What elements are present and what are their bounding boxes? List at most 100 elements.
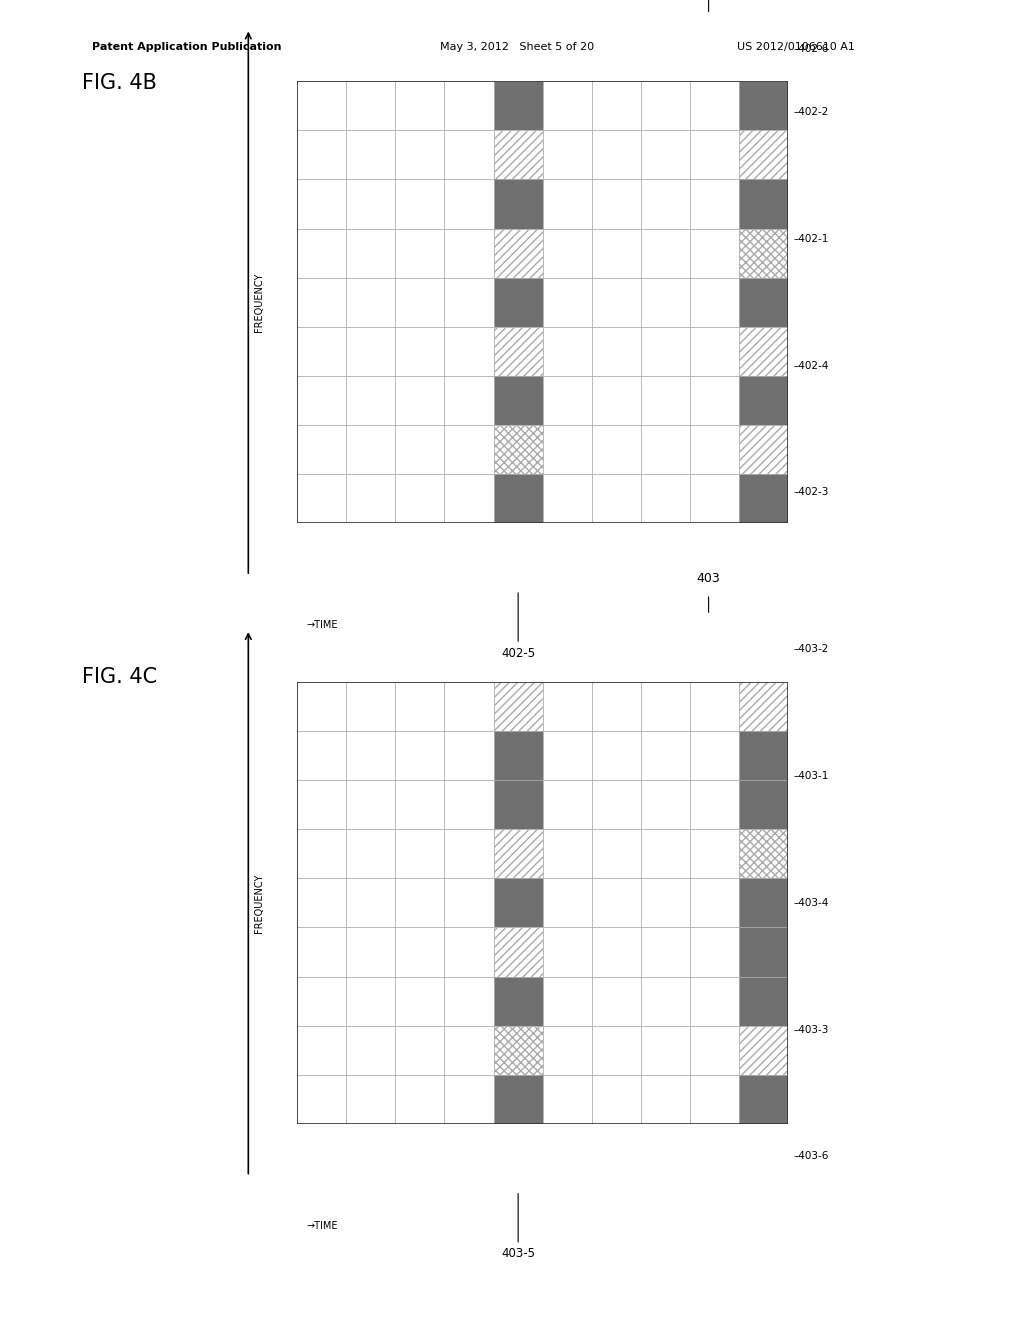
Bar — [592, 228, 641, 277]
Bar — [641, 180, 690, 228]
Bar — [346, 731, 395, 780]
Text: 403-5: 403-5 — [501, 1247, 536, 1261]
Bar — [739, 474, 788, 524]
Bar — [444, 474, 494, 524]
Text: –402-1: –402-1 — [794, 234, 829, 244]
Bar — [641, 228, 690, 277]
Bar — [543, 376, 592, 425]
Bar — [543, 928, 592, 977]
Bar — [444, 731, 494, 780]
Bar — [297, 1026, 346, 1074]
Bar — [395, 731, 444, 780]
Bar — [494, 878, 543, 928]
Bar — [494, 829, 543, 878]
Bar — [592, 977, 641, 1026]
Bar — [543, 277, 592, 327]
Bar — [641, 474, 690, 524]
Text: FREQUENCY: FREQUENCY — [254, 874, 264, 932]
Bar — [297, 780, 346, 829]
Bar — [739, 928, 788, 977]
Bar — [346, 425, 395, 474]
Bar — [543, 474, 592, 524]
Bar — [543, 228, 592, 277]
Text: FIG. 4B: FIG. 4B — [82, 73, 157, 92]
Bar — [297, 376, 346, 425]
Bar — [739, 425, 788, 474]
Bar — [395, 681, 444, 731]
Bar — [346, 327, 395, 376]
Bar — [739, 878, 788, 928]
Bar — [395, 780, 444, 829]
Bar — [444, 376, 494, 425]
Bar — [395, 1026, 444, 1074]
Bar — [592, 327, 641, 376]
Bar — [690, 425, 739, 474]
Bar — [297, 277, 346, 327]
Bar — [395, 327, 444, 376]
Bar — [346, 780, 395, 829]
Bar — [641, 878, 690, 928]
Bar — [494, 681, 543, 731]
Bar — [690, 829, 739, 878]
Bar — [592, 81, 641, 131]
Bar — [444, 928, 494, 977]
Text: –403-6: –403-6 — [794, 1151, 829, 1162]
Bar — [690, 81, 739, 131]
Bar — [690, 731, 739, 780]
Bar — [641, 928, 690, 977]
Bar — [592, 1074, 641, 1125]
Bar — [444, 1026, 494, 1074]
Bar — [543, 81, 592, 131]
Text: –402-6: –402-6 — [794, 44, 829, 54]
Text: –402-2: –402-2 — [794, 107, 829, 117]
Bar — [494, 425, 543, 474]
Bar — [592, 780, 641, 829]
Bar — [690, 277, 739, 327]
Bar — [739, 228, 788, 277]
Bar — [641, 277, 690, 327]
Text: FIG. 4C: FIG. 4C — [82, 667, 157, 686]
Bar — [641, 376, 690, 425]
Bar — [690, 376, 739, 425]
Bar — [543, 731, 592, 780]
Bar — [641, 81, 690, 131]
Text: US 2012/0106610 A1: US 2012/0106610 A1 — [737, 42, 855, 53]
Bar — [346, 228, 395, 277]
Bar — [641, 425, 690, 474]
Bar — [592, 1026, 641, 1074]
Bar — [297, 131, 346, 180]
Bar — [690, 474, 739, 524]
Bar — [690, 928, 739, 977]
Bar — [739, 1026, 788, 1074]
Bar — [543, 131, 592, 180]
Bar — [494, 780, 543, 829]
Bar — [297, 681, 346, 731]
Bar — [641, 1026, 690, 1074]
Bar — [297, 928, 346, 977]
Bar — [494, 1074, 543, 1125]
Bar — [494, 327, 543, 376]
Text: –402-4: –402-4 — [794, 360, 829, 371]
Bar — [297, 327, 346, 376]
Bar — [494, 376, 543, 425]
Bar — [641, 681, 690, 731]
Bar — [494, 731, 543, 780]
Bar — [592, 681, 641, 731]
Bar — [739, 681, 788, 731]
Bar — [739, 780, 788, 829]
Bar — [690, 1026, 739, 1074]
Bar — [395, 376, 444, 425]
Bar — [444, 1074, 494, 1125]
Bar — [641, 327, 690, 376]
Bar — [739, 977, 788, 1026]
Bar — [444, 878, 494, 928]
Bar — [592, 180, 641, 228]
Bar — [592, 425, 641, 474]
Bar — [641, 1074, 690, 1125]
Bar — [641, 131, 690, 180]
Bar — [690, 780, 739, 829]
Bar — [592, 131, 641, 180]
Text: –402-3: –402-3 — [794, 487, 829, 498]
Bar — [346, 81, 395, 131]
Bar — [690, 131, 739, 180]
